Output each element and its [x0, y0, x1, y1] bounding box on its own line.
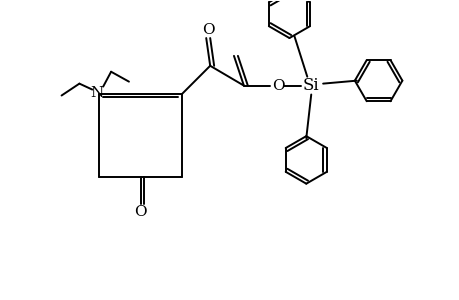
Text: N: N	[90, 85, 104, 100]
Text: Si: Si	[302, 77, 319, 94]
Text: O: O	[202, 23, 214, 37]
Text: O: O	[272, 79, 284, 93]
Text: O: O	[134, 206, 147, 219]
